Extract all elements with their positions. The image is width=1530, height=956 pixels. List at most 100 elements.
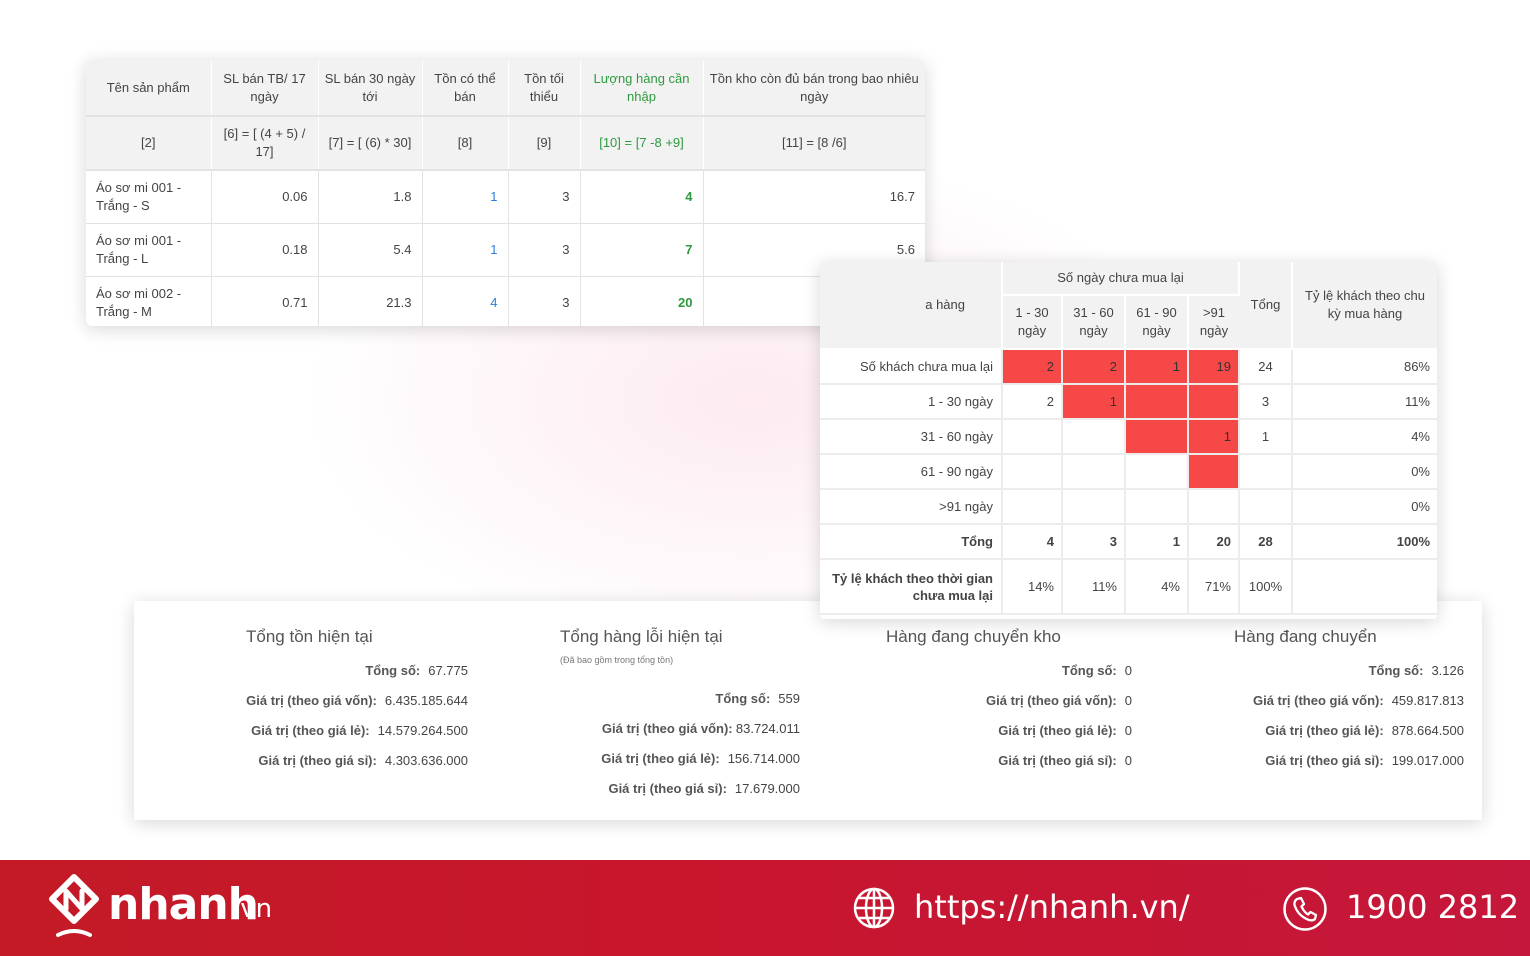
summary-value: 0 bbox=[1124, 753, 1132, 768]
summary-value: 156.714.000 bbox=[727, 751, 800, 766]
summary-column: Hàng đang chuyển Tổng số: 3.126 Giá trị (th… bbox=[1234, 627, 1464, 817]
row-ratio: 86% bbox=[1292, 349, 1437, 385]
summary-row: Giá trị (theo giá lẻ): 156.714.000 bbox=[594, 751, 800, 766]
cohort-cell bbox=[1125, 384, 1189, 420]
summary-label: Tổng số: bbox=[715, 691, 771, 706]
website-link[interactable]: https://nhanh.vn/ bbox=[914, 888, 1190, 926]
summary-row: Giá trị (theo giá vốn): 83.724.011 bbox=[602, 721, 800, 736]
summary-value: 0 bbox=[1124, 723, 1132, 738]
bucket-header: 31 - 60 ngày bbox=[1062, 295, 1126, 350]
summary-value: 83.724.011 bbox=[735, 721, 800, 736]
summary-row: Tổng số: 559 bbox=[644, 691, 800, 706]
formula-cell: [11] = [8 /6] bbox=[703, 116, 925, 171]
table-cell: 3 bbox=[508, 170, 581, 224]
cohort-cell bbox=[1062, 419, 1126, 455]
cohort-cell: 1 bbox=[1125, 524, 1189, 560]
table-row: Áo sơ mi 001 - Trắng - S 0.06 1.8 1 3 4 … bbox=[86, 170, 925, 224]
cohort-row: >91 ngày 0% bbox=[820, 489, 1437, 525]
repurchase-cohort-card: a hàng Số ngày chưa mua lại Tổng Tỷ lệ k… bbox=[820, 262, 1437, 619]
table-cell: 21.3 bbox=[318, 276, 423, 326]
restock-table-card: Tên sản phẩm SL bán TB/ 17 ngày SL bán 3… bbox=[86, 60, 925, 326]
summary-column: Tổng tồn hiện tại Tổng số: 67.775 Giá trị (… bbox=[246, 627, 468, 817]
cohort-cell bbox=[1062, 454, 1126, 490]
phone-number-link[interactable]: 1900 2812 bbox=[1346, 888, 1520, 926]
row-total: 24 bbox=[1239, 349, 1293, 385]
formula-cell: [8] bbox=[422, 116, 509, 171]
summary-label: Giá trị (theo giá lẻ): bbox=[1265, 723, 1384, 738]
cohort-row: 1 - 30 ngày 2 1 3 11% bbox=[820, 384, 1437, 420]
row-total: 1 bbox=[1239, 419, 1293, 455]
column-header: a hàng bbox=[820, 262, 1003, 350]
summary-title: Tổng hàng lỗi hiện tại bbox=[560, 627, 723, 646]
summary-title: Hàng đang chuyển kho bbox=[886, 627, 1061, 646]
row-label: 61 - 90 ngày bbox=[820, 454, 1003, 490]
table-cell: 5.4 bbox=[318, 223, 423, 277]
column-header: Tồn tối thiểu bbox=[508, 60, 581, 117]
row-ratio bbox=[1292, 559, 1437, 615]
table-cell: 1.8 bbox=[318, 170, 423, 224]
row-label: Số khách chưa mua lại bbox=[820, 349, 1003, 385]
summary-label: Giá trị (theo giá vốn): bbox=[246, 693, 377, 708]
cohort-row: 61 - 90 ngày 0% bbox=[820, 454, 1437, 490]
row-ratio: 11% bbox=[1292, 384, 1437, 420]
row-label: >91 ngày bbox=[820, 489, 1003, 525]
footer-banner: nhanh .vn https://nhanh.vn/ 1900 2812 bbox=[0, 860, 1530, 956]
column-header: SL bán TB/ 17 ngày bbox=[211, 60, 319, 117]
product-name: Áo sơ mi 001 - Trắng - S bbox=[86, 170, 212, 224]
bucket-header: >91 ngày bbox=[1188, 295, 1239, 350]
row-total bbox=[1239, 454, 1293, 490]
summary-value: 459.817.813 bbox=[1391, 693, 1464, 708]
cohort-total-row: Tổng 4 3 1 20 28 100% bbox=[820, 524, 1437, 560]
summary-label: Giá trị (theo giá vốn): bbox=[986, 693, 1117, 708]
globe-icon bbox=[853, 887, 895, 929]
table-cell: 20 bbox=[580, 276, 704, 326]
repurchase-cohort-table: a hàng Số ngày chưa mua lại Tổng Tỷ lệ k… bbox=[820, 262, 1437, 615]
formula-cell: [10] = [7 -8 +9] bbox=[580, 116, 704, 171]
column-header: Tồn kho còn đủ bán trong bao nhiêu ngày bbox=[703, 60, 925, 117]
row-total: 3 bbox=[1239, 384, 1293, 420]
summary-row: Giá trị (theo giá sỉ): 199.017.000 bbox=[1250, 753, 1464, 768]
table-cell: 16.7 bbox=[703, 170, 925, 224]
summary-column: Hàng đang chuyển kho Tổng số: 0 Giá trị (th… bbox=[886, 627, 1132, 817]
summary-row: Giá trị (theo giá sỉ): 0 bbox=[985, 753, 1132, 768]
formula-row: [2] [6] = [ (4 + 5) / 17] [7] = [ (6) * … bbox=[86, 116, 925, 171]
cohort-cell bbox=[1188, 489, 1240, 525]
summary-value: 559 bbox=[778, 691, 800, 706]
formula-cell: [2] bbox=[86, 116, 212, 171]
column-header: Lượng hàng cần nhập bbox=[580, 60, 704, 117]
cohort-cell: 4% bbox=[1125, 559, 1189, 615]
cohort-cell bbox=[1002, 454, 1063, 490]
row-total: 100% bbox=[1239, 559, 1293, 615]
table-cell: 7 bbox=[580, 223, 704, 277]
cohort-cell: 11% bbox=[1062, 559, 1126, 615]
summary-label: Giá trị (theo giá lẻ): bbox=[998, 723, 1117, 738]
table-cell: 4 bbox=[422, 276, 509, 326]
summary-label: Tổng số: bbox=[1061, 663, 1117, 678]
cohort-cell bbox=[1125, 489, 1189, 525]
cohort-cell: 2 bbox=[1002, 349, 1063, 385]
summary-label: Tổng số: bbox=[1368, 663, 1424, 678]
summary-row: Giá trị (theo giá vốn): 0 bbox=[985, 693, 1132, 708]
column-header: Tổng bbox=[1239, 262, 1293, 350]
table-cell: 0.06 bbox=[211, 170, 319, 224]
summary-value: 199.017.000 bbox=[1391, 753, 1464, 768]
summary-row: Giá trị (theo giá lẻ): 0 bbox=[985, 723, 1132, 738]
summary-value: 0 bbox=[1124, 663, 1132, 678]
formula-cell: [9] bbox=[508, 116, 581, 171]
summary-label: Giá trị (theo giá sỉ): bbox=[608, 781, 727, 796]
summary-title: Hàng đang chuyển bbox=[1234, 627, 1377, 646]
cohort-cell: 20 bbox=[1188, 524, 1240, 560]
cohort-ratio-row: Tỷ lệ khách theo thời gian chưa mua lại 1… bbox=[820, 559, 1437, 615]
brand-name: nhanh bbox=[108, 879, 259, 930]
row-ratio: 4% bbox=[1292, 419, 1437, 455]
summary-value: 0 bbox=[1124, 693, 1132, 708]
cohort-cell: 19 bbox=[1188, 349, 1240, 385]
column-header: SL bán 30 ngày tới bbox=[318, 60, 423, 117]
cohort-cell bbox=[1062, 489, 1126, 525]
product-name: Áo sơ mi 002 - Trắng - M bbox=[86, 276, 212, 326]
cohort-cell: 2 bbox=[1062, 349, 1126, 385]
row-label: 31 - 60 ngày bbox=[820, 419, 1003, 455]
summary-label: Giá trị (theo giá vốn): bbox=[601, 721, 733, 736]
cohort-cell bbox=[1188, 384, 1240, 420]
summary-row: Giá trị (theo giá sỉ): 17.679.000 bbox=[601, 781, 800, 796]
